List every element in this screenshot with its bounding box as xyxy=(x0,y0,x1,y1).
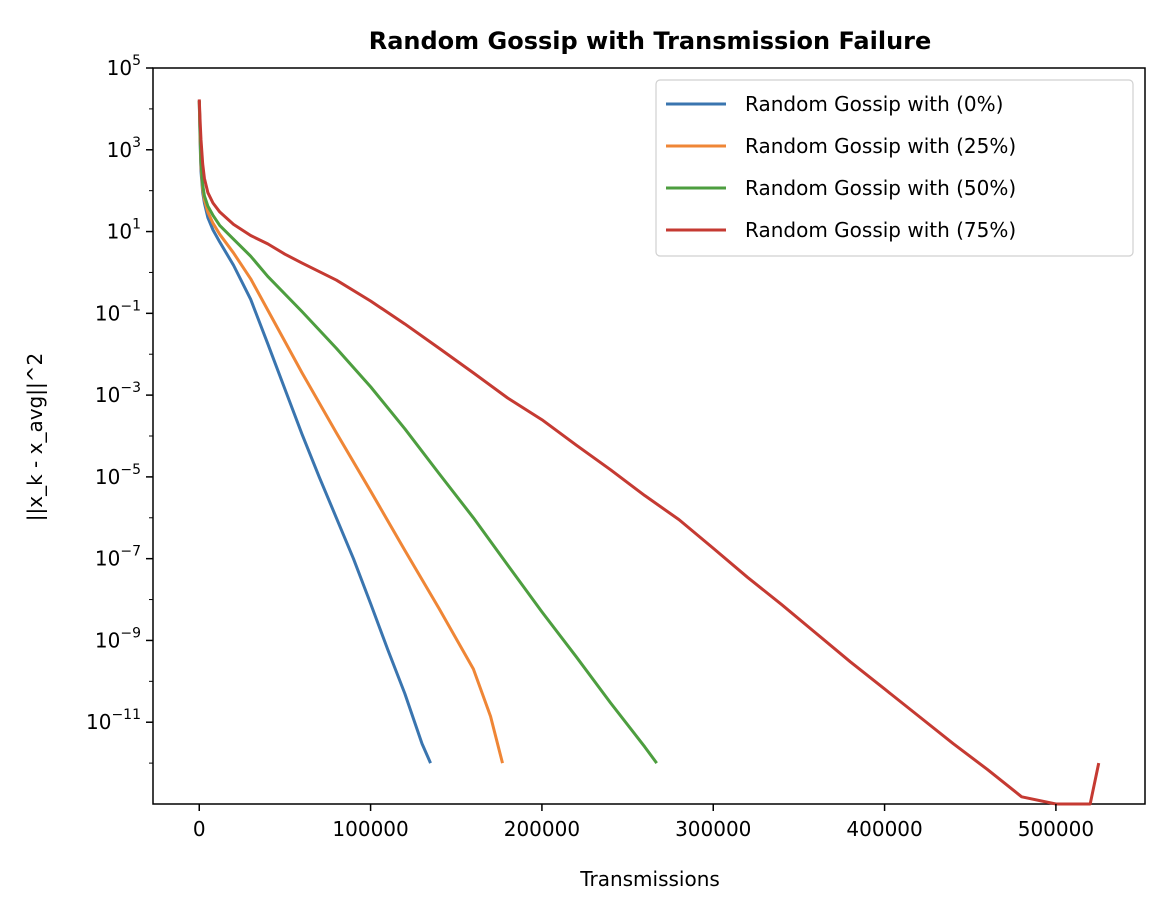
y-tick-label: 10−1 xyxy=(95,298,141,325)
legend-frame xyxy=(655,79,1134,257)
x-tick-label: 200000 xyxy=(504,817,580,841)
x-tick-label: 0 xyxy=(193,817,206,841)
legend-label: Random Gossip with (75%) xyxy=(745,218,1016,242)
y-tick-label: 101 xyxy=(107,217,141,244)
series-line-2 xyxy=(197,100,658,764)
legend-label: Random Gossip with (25%) xyxy=(745,134,1016,158)
series-layer xyxy=(197,99,1101,806)
x-tick-label: 500000 xyxy=(1018,817,1094,841)
y-tick-label: 10−11 xyxy=(86,707,141,734)
y-tick-label: 10−9 xyxy=(95,625,141,652)
y-tick-label: 10−7 xyxy=(95,544,141,571)
x-axis: 0 100000 200000 300000 400000 500000 xyxy=(193,804,1094,841)
series-line-3 xyxy=(197,99,1101,806)
y-tick-label: 103 xyxy=(107,135,141,162)
x-axis-label: Transmissions xyxy=(579,867,720,891)
legend-items: Random Gossip with (0%) Random Gossip wit… xyxy=(666,92,1016,242)
y-axis-label: ||x_k - x_avg||^2 xyxy=(23,353,47,521)
y-tick-label: 10−5 xyxy=(95,462,141,489)
chart-title: Random Gossip with Transmission Failure xyxy=(369,27,932,55)
legend: Random Gossip with (0%) Random Gossip wit… xyxy=(655,79,1134,257)
x-tick-label: 300000 xyxy=(675,817,751,841)
y-axis: 105 103 101 10−1 10−3 10−5 10−7 10−9 10−11 xyxy=(86,53,153,764)
x-tick-label: 100000 xyxy=(332,817,408,841)
legend-label: Random Gossip with (0%) xyxy=(745,92,1003,116)
y-tick-label: 10−3 xyxy=(95,380,141,407)
legend-label: Random Gossip with (50%) xyxy=(745,176,1016,200)
y-tick-label: 105 xyxy=(107,53,141,80)
x-tick-label: 400000 xyxy=(846,817,922,841)
